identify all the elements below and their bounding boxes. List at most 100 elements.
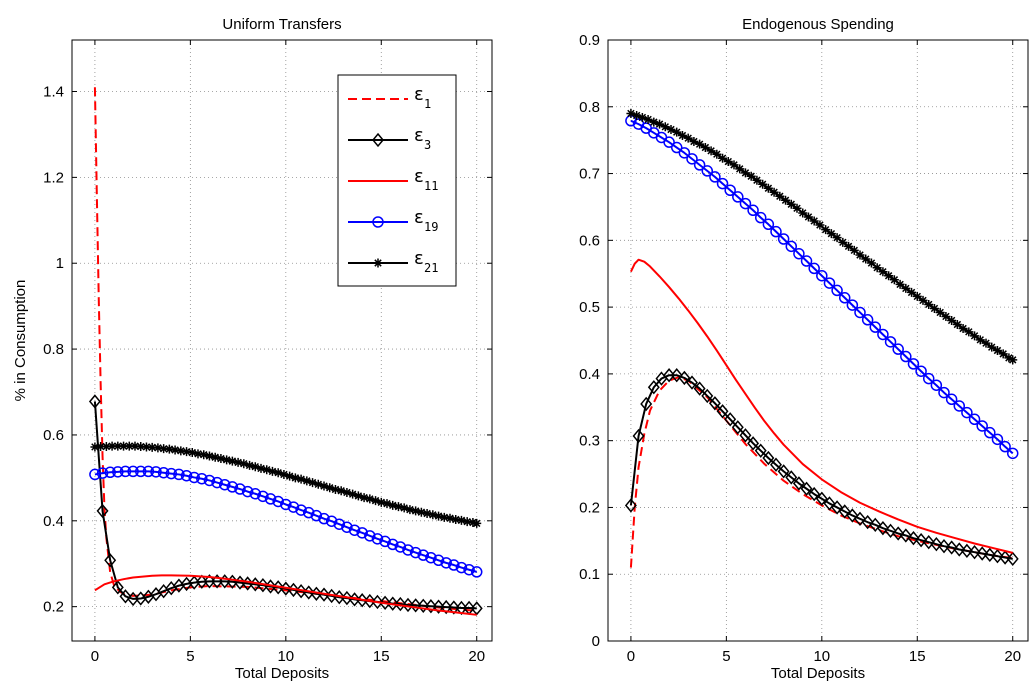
data-point-e19	[241, 485, 254, 498]
data-point-e21	[924, 299, 934, 309]
data-point-e21	[164, 444, 174, 454]
data-point-e3	[876, 520, 889, 536]
data-point-e21	[153, 443, 163, 453]
series-group	[88, 87, 483, 616]
data-point-e19	[226, 481, 239, 493]
data-point-e21	[998, 349, 1008, 359]
series-line-e19	[630, 119, 1014, 455]
data-point-e19	[739, 197, 752, 210]
data-point-e19	[188, 471, 200, 484]
data-point-e21	[330, 484, 340, 494]
data-point-e21	[878, 267, 888, 277]
data-point-e19	[686, 153, 698, 165]
data-point-e19	[1006, 447, 1019, 460]
data-point-e21	[422, 509, 432, 518]
data-point-e19	[257, 490, 269, 503]
data-point-e21	[411, 506, 421, 516]
data-point-e19	[930, 379, 943, 391]
data-point-e3	[777, 464, 790, 479]
data-point-e21	[290, 473, 300, 483]
data-point-e21	[889, 275, 899, 285]
data-point-e19	[854, 306, 866, 319]
data-point-e19	[770, 225, 782, 238]
data-point-e3	[640, 396, 653, 412]
x-tick-label: 10	[813, 648, 830, 665]
series-group	[624, 108, 1019, 568]
data-point-e21	[451, 515, 461, 525]
data-point-e21	[677, 130, 687, 140]
data-point-e21	[388, 500, 398, 510]
data-point-e19	[264, 493, 277, 505]
data-point-e19	[409, 546, 422, 559]
data-point-e21	[336, 486, 346, 496]
data-point-e21	[187, 448, 197, 458]
data-point-e21	[113, 441, 123, 451]
data-point-e3	[983, 547, 996, 563]
y-tick-label: 0.8	[43, 341, 64, 358]
data-point-e21	[918, 295, 928, 305]
data-point-e3	[96, 503, 109, 519]
data-point-e21	[958, 323, 968, 333]
data-point-e3	[892, 526, 905, 541]
data-point-e3	[792, 476, 805, 491]
data-point-e3	[379, 595, 392, 610]
data-point-e3	[647, 380, 660, 395]
y-tick-label: 0	[592, 633, 600, 650]
data-point-e19	[134, 465, 147, 478]
data-point-e3	[670, 368, 683, 383]
data-point-e21	[729, 160, 739, 170]
data-point-e19	[425, 551, 437, 564]
data-point-e21	[975, 335, 985, 345]
data-point-e21	[90, 442, 100, 452]
data-point-e21	[964, 327, 974, 337]
y-tick-label: 1	[56, 255, 64, 272]
data-point-e21	[838, 237, 848, 247]
data-point-e3	[386, 596, 399, 611]
data-point-e3	[976, 546, 989, 561]
plot-frame	[71, 39, 493, 642]
data-point-e21	[468, 518, 478, 528]
chart-title: Uniform Transfers	[222, 16, 341, 33]
data-point-e21	[809, 216, 819, 226]
data-point-e19	[180, 469, 193, 482]
series-line-e1	[629, 376, 1013, 568]
data-point-e21	[365, 494, 375, 504]
data-point-e21	[803, 212, 813, 222]
legend-entry-subscript: 21	[424, 261, 438, 275]
data-point-e21	[313, 479, 323, 489]
data-point-e19	[693, 159, 706, 171]
data-point-e21	[256, 463, 266, 473]
data-point-e21	[981, 338, 991, 348]
data-point-e21	[775, 191, 785, 201]
data-point-e19	[945, 393, 958, 406]
data-point-e3	[907, 530, 920, 546]
data-point-e19	[455, 561, 468, 574]
data-point-e21	[683, 133, 693, 143]
data-point-e21	[935, 307, 945, 317]
data-point-e21	[832, 233, 842, 243]
data-point-e21	[222, 455, 232, 465]
x-tick-label: 5	[186, 648, 194, 665]
data-point-e19	[831, 284, 843, 297]
y-tick-label: 0.7	[579, 166, 600, 183]
data-point-e21	[970, 331, 980, 341]
data-point-e21	[399, 503, 409, 513]
data-point-e21	[353, 491, 363, 501]
data-point-e3	[762, 450, 775, 466]
data-point-e19	[463, 563, 475, 576]
data-point-e21	[821, 225, 831, 235]
data-point-e19	[816, 269, 828, 282]
data-point-e3	[846, 508, 859, 523]
legend: ε 1ε 3ε 11ε 19ε 21	[337, 74, 457, 287]
data-point-e21	[472, 518, 482, 528]
data-point-e19	[402, 544, 414, 556]
y-tick-label: 0.5	[579, 299, 600, 316]
data-point-e3	[884, 523, 897, 538]
data-point-e21	[901, 283, 911, 293]
y-tick-label: 1.4	[43, 84, 64, 101]
data-point-e21	[660, 122, 670, 132]
data-point-e21	[723, 157, 733, 167]
series-line-e11	[630, 258, 1013, 554]
legend-marker-e21	[373, 258, 383, 268]
